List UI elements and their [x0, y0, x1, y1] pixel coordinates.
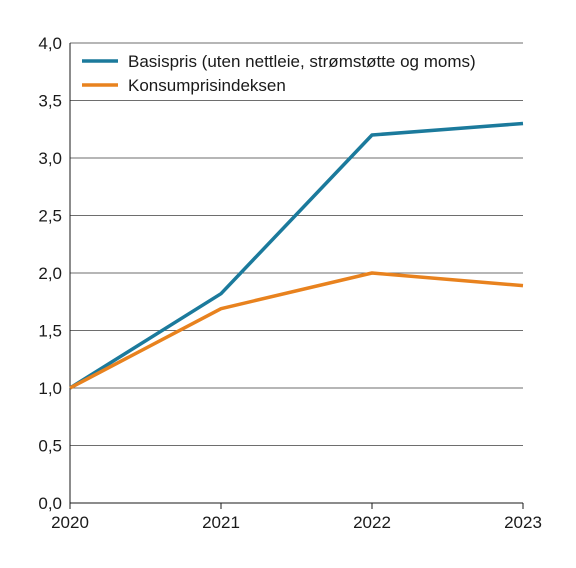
y-tick-label: 3,0 — [38, 149, 62, 168]
y-tick-label: 1,0 — [38, 379, 62, 398]
y-axis-tick-labels: 0,0 0,5 1,0 1,5 2,0 2,5 3,0 3,5 4,0 — [38, 34, 62, 513]
y-tick-label: 0,5 — [38, 437, 62, 456]
y-tick-label: 2,5 — [38, 207, 62, 226]
x-axis-tick-labels: 2020 2021 2022 2023 — [51, 513, 542, 532]
y-tick-label: 1,5 — [38, 322, 62, 341]
y-tick-label: 2,0 — [38, 264, 62, 283]
x-tick-label: 2020 — [51, 513, 89, 532]
series-line-2 — [69, 271, 524, 390]
x-tick-label: 2021 — [202, 513, 240, 532]
legend-label-2: Konsumprisindeksen — [128, 76, 286, 95]
y-tick-label: 4,0 — [38, 34, 62, 53]
x-tick-label: 2022 — [353, 513, 391, 532]
series-lines — [69, 121, 524, 390]
y-tick-label: 0,0 — [38, 494, 62, 513]
x-tick-label: 2023 — [504, 513, 542, 532]
y-tick-label: 3,5 — [38, 92, 62, 111]
series-line-1 — [69, 121, 524, 390]
gridlines — [70, 42, 523, 446]
legend-label-1: Basispris (uten nettleie, strømstøtte og… — [128, 52, 476, 71]
legend: Basispris (uten nettleie, strømstøtte og… — [82, 52, 476, 95]
axes — [69, 43, 524, 509]
